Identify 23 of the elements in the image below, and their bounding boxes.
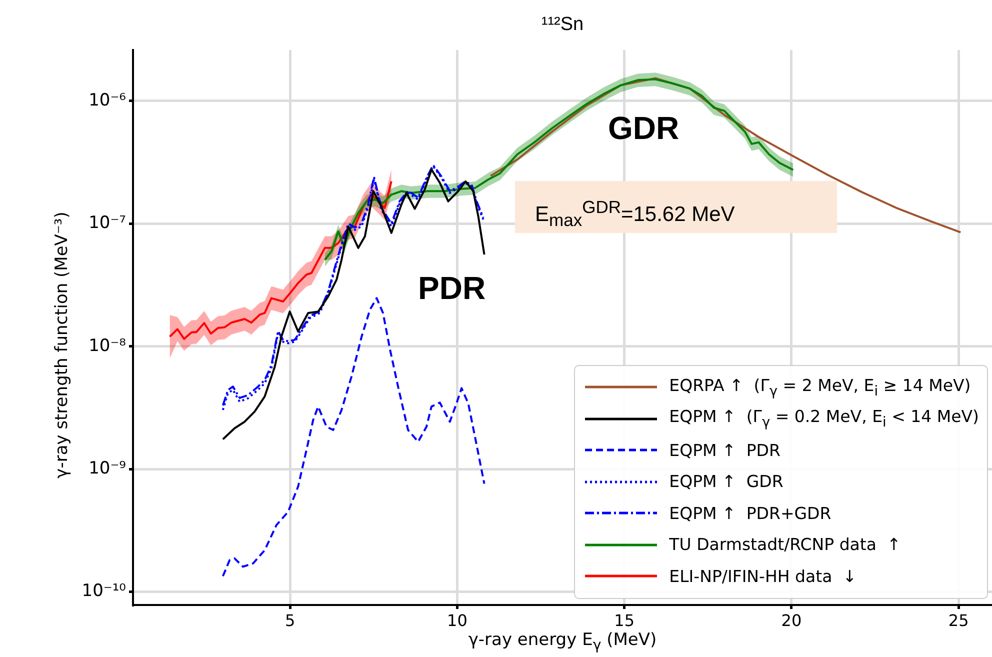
y-tick-label: 10⁻⁸ <box>88 336 126 356</box>
y-axis-title: γ-ray strength function (MeV⁻³) <box>52 212 72 478</box>
y-tick-label: 10⁻⁹ <box>88 458 126 478</box>
y-tick-label: 10⁻⁷ <box>88 213 126 234</box>
legend-label: EQPM ↑ PDR+GDR <box>669 504 832 523</box>
chart-title: ¹¹²Sn <box>540 14 585 36</box>
legend-label: EQRPA ↑ (Γ$_{γ}$ = 2 MeV, E$_{i}$ ≥ 14 MeV) <box>669 376 971 399</box>
x-tick-label: 10 <box>447 610 468 630</box>
legend-label: ELI-NP/IFIN-HH data ↓ <box>669 566 857 586</box>
y-tick-label: 10⁻⁶ <box>88 90 126 110</box>
x-axis-title: γ-ray energy E$_{γ}$ (MeV) <box>467 630 658 654</box>
x-tick-label: 5 <box>285 610 296 630</box>
x-tick-label: 25 <box>948 610 969 630</box>
legend-label: TU Darmstadt/RCNP data ↑ <box>669 535 901 554</box>
legend-label: EQPM ↑ PDR <box>669 440 780 460</box>
x-tick-label: 15 <box>614 610 635 630</box>
x-tick-label: 20 <box>781 610 802 630</box>
legend-label: EQPM ↑ (Γ$_{γ}$ = 0.2 MeV, E$_{i}$ < 14 MeV) <box>669 407 979 430</box>
annotation: GDR <box>608 110 680 146</box>
y-tick-label: 10⁻¹⁰ <box>82 581 126 602</box>
label-box: E$_{max}$$^{GDR}$=15.62 MeV <box>515 181 837 233</box>
legend-label: EQPM ↑ GDR <box>669 472 784 492</box>
annotation: PDR <box>418 270 486 306</box>
